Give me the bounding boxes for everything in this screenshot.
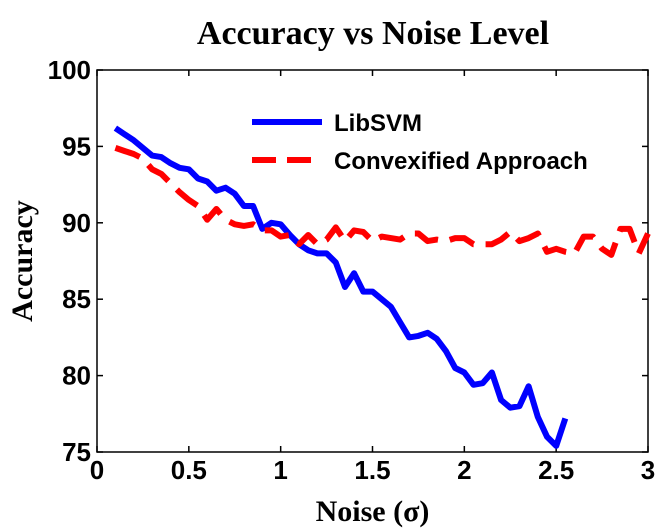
y-tick-label: 100 <box>48 55 91 85</box>
series-lines <box>113 125 651 449</box>
axis-ticks <box>96 69 649 453</box>
x-tick-label: 1 <box>273 455 287 485</box>
y-tick-label: 95 <box>62 131 91 161</box>
legend: LibSVM Convexified Approach <box>252 110 588 175</box>
legend-label-convexified: Convexified Approach <box>334 148 588 175</box>
x-tick-label: 0 <box>90 455 104 485</box>
x-tick-label: 2.5 <box>538 455 574 485</box>
y-tick-label: 75 <box>62 437 91 467</box>
y-tick-label: 85 <box>62 284 91 314</box>
y-tick-label: 80 <box>62 361 91 391</box>
convexified-approach-line <box>114 145 651 258</box>
plot-area <box>96 69 651 453</box>
libsvm-line <box>113 125 569 449</box>
x-tick-label: 3 <box>641 455 655 485</box>
tick-labels: 0 0.5 1 1.5 2 2.5 3 75 80 85 90 95 100 <box>48 55 656 485</box>
x-tick-label: 2 <box>457 455 471 485</box>
x-axis-label: Noise (σ) <box>316 495 430 528</box>
x-tick-label: 1.5 <box>354 455 390 485</box>
legend-label-libsvm: LibSVM <box>334 110 422 137</box>
x-tick-label: 0.5 <box>171 455 207 485</box>
chart-title: Accuracy vs Noise Level <box>197 15 549 52</box>
y-tick-label: 90 <box>62 208 91 238</box>
y-axis-label: Accuracy <box>6 200 39 322</box>
